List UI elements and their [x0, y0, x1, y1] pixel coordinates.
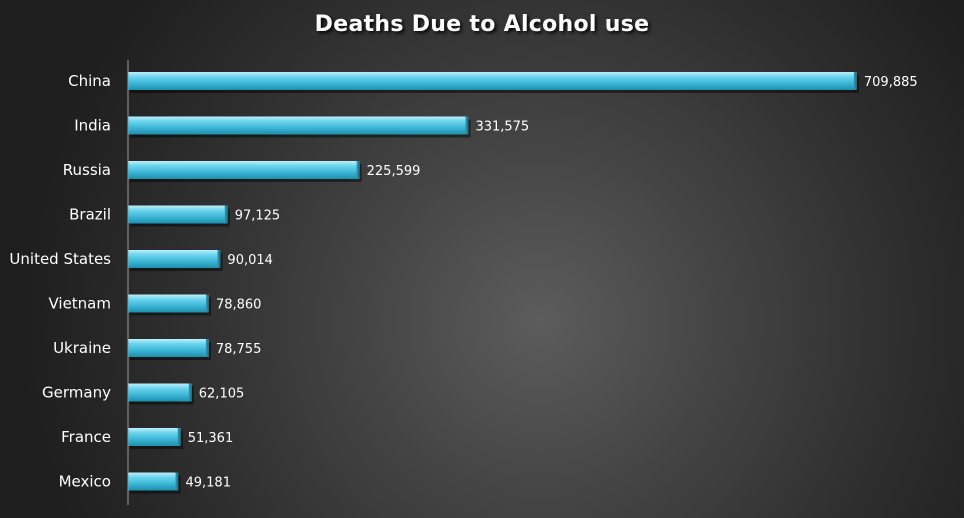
value-label: 78,860 [216, 298, 262, 313]
bars-layer: China 709,885 India 331,575 Russia 225,599 Bra… [9, 72, 918, 494]
bar [128, 428, 181, 446]
category-label: India [74, 117, 111, 135]
category-label: Brazil [69, 206, 111, 224]
category-label: Mexico [59, 473, 111, 491]
bar [128, 250, 221, 268]
category-label: Russia [63, 161, 111, 179]
chart-title: Deaths Due to Alcohol use [314, 12, 650, 37]
value-label: 62,105 [199, 387, 245, 402]
bar-end-cap [465, 116, 469, 135]
bar [128, 383, 192, 402]
bar [128, 205, 228, 224]
value-label: 97,125 [235, 209, 281, 224]
category-label: United States [9, 250, 111, 268]
bar-end-cap [188, 383, 192, 402]
bar-end-cap [853, 72, 857, 90]
category-label: China [68, 72, 111, 90]
bar [128, 294, 209, 313]
bar-end-cap [224, 205, 228, 224]
bar [128, 161, 360, 179]
bar [128, 116, 469, 135]
bar-end-cap [356, 161, 360, 179]
bar [128, 72, 857, 90]
bar-end-cap [217, 250, 221, 268]
bar-end-cap [175, 472, 179, 491]
category-label: Ukraine [53, 339, 111, 357]
bar-end-cap [205, 339, 209, 357]
bar-end-cap [177, 428, 181, 446]
value-label: 709,885 [864, 75, 918, 90]
value-label: 331,575 [475, 120, 529, 135]
bar [128, 472, 179, 491]
bar-end-cap [205, 294, 209, 313]
category-label: Vietnam [48, 295, 111, 313]
value-label: 51,361 [188, 431, 234, 446]
bar [128, 339, 209, 357]
category-label: Germany [42, 384, 111, 402]
value-label: 225,599 [367, 164, 421, 179]
value-label: 90,014 [227, 253, 273, 268]
value-label: 78,755 [216, 342, 262, 357]
category-label: France [61, 428, 111, 446]
value-label: 49,181 [185, 476, 231, 491]
